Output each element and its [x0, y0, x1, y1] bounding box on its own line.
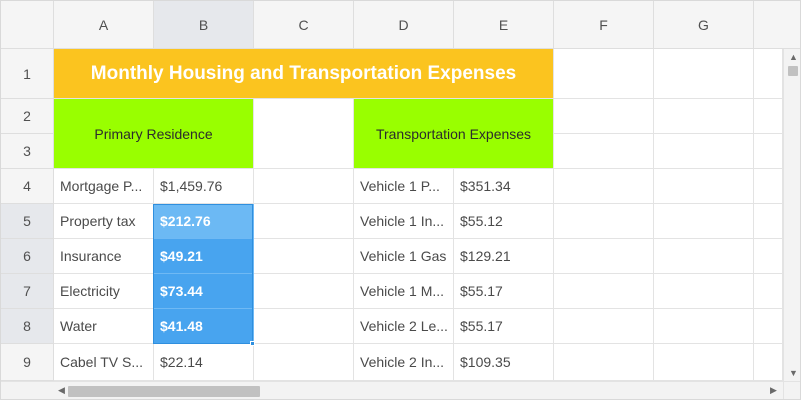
cell-g4[interactable] [654, 169, 754, 204]
transport-value-cell[interactable]: $55.12 [454, 204, 554, 239]
transport-label-cell[interactable]: Vehicle 1 P... [354, 169, 454, 204]
cell-f7[interactable] [554, 274, 654, 309]
cell-c7[interactable] [254, 274, 354, 309]
housing-label-cell[interactable]: Mortgage P... [54, 169, 154, 204]
transport-label-cell[interactable]: Vehicle 1 Gas [354, 239, 454, 274]
cell-c9[interactable] [254, 344, 354, 381]
cell-c4[interactable] [254, 169, 354, 204]
transport-label-cell[interactable]: Vehicle 1 In... [354, 204, 454, 239]
row-header-3[interactable]: 3 [1, 134, 54, 169]
column-header-e[interactable]: E [454, 1, 554, 49]
row-header-5[interactable]: 5 [1, 204, 54, 239]
transport-value-cell[interactable]: $109.35 [454, 344, 554, 381]
column-header-overflow [754, 1, 800, 49]
transport-label-cell[interactable]: Vehicle 2 In... [354, 344, 454, 381]
transport-value-cell[interactable]: $55.17 [454, 309, 554, 344]
cell-f3[interactable] [554, 134, 654, 169]
transport-value-cell[interactable]: $129.21 [454, 239, 554, 274]
title-cell[interactable]: Monthly Housing and Transportation Expen… [54, 49, 554, 99]
cell-g6[interactable] [654, 239, 754, 274]
housing-value-cell[interactable]: $1,459.76 [154, 169, 254, 204]
housing-value-cell-selected[interactable]: $49.21 [154, 239, 254, 274]
row-header-7[interactable]: 7 [1, 274, 54, 309]
housing-label-cell[interactable]: Insurance [54, 239, 154, 274]
fill-handle[interactable] [250, 341, 255, 346]
cell-h5[interactable] [754, 204, 783, 239]
cell-g7[interactable] [654, 274, 754, 309]
scrollbar-corner [783, 381, 800, 399]
cell-h3[interactable] [754, 134, 783, 169]
transportation-expenses-header[interactable]: Transportation Expenses [354, 99, 554, 169]
cell-g3[interactable] [654, 134, 754, 169]
down-arrow-icon[interactable]: ▼ [789, 368, 798, 378]
cell-h1[interactable] [754, 49, 783, 99]
housing-label-cell[interactable]: Electricity [54, 274, 154, 309]
vertical-scroll-thumb[interactable] [788, 66, 798, 76]
housing-value-cell-active[interactable]: $212.76 [154, 204, 254, 239]
cell-g1[interactable] [654, 49, 754, 99]
row-header-6[interactable]: 6 [1, 239, 54, 274]
row-header-2[interactable]: 2 [1, 99, 54, 134]
housing-label-cell[interactable]: Water [54, 309, 154, 344]
row-header-4[interactable]: 4 [1, 169, 54, 204]
cell-h8[interactable] [754, 309, 783, 344]
column-header-a[interactable]: A [54, 1, 154, 49]
housing-value-cell-selected[interactable]: $73.44 [154, 274, 254, 309]
transport-value-cell[interactable]: $55.17 [454, 274, 554, 309]
cell-f9[interactable] [554, 344, 654, 381]
row-header-9[interactable]: 9 [1, 344, 54, 381]
cell-g5[interactable] [654, 204, 754, 239]
cell-h7[interactable] [754, 274, 783, 309]
primary-residence-header[interactable]: Primary Residence [54, 99, 254, 169]
right-arrow-icon[interactable]: ▶ [770, 385, 777, 395]
housing-label-cell[interactable]: Property tax [54, 204, 154, 239]
vertical-scrollbar[interactable]: ▲ ▼ [783, 49, 800, 381]
cell-g2[interactable] [654, 99, 754, 134]
cell-c6[interactable] [254, 239, 354, 274]
horizontal-scroll-thumb[interactable] [68, 386, 260, 397]
cell-h2[interactable] [754, 99, 783, 134]
cell-g9[interactable] [654, 344, 754, 381]
column-header-g[interactable]: G [654, 1, 754, 49]
column-header-f[interactable]: F [554, 1, 654, 49]
housing-value-cell[interactable]: $22.14 [154, 344, 254, 381]
cell-f2[interactable] [554, 99, 654, 134]
transport-value-cell[interactable]: $351.34 [454, 169, 554, 204]
cell-f8[interactable] [554, 309, 654, 344]
cell-h4[interactable] [754, 169, 783, 204]
cell-f6[interactable] [554, 239, 654, 274]
column-header-b[interactable]: B [154, 1, 254, 49]
cell-f4[interactable] [554, 169, 654, 204]
cell-f5[interactable] [554, 204, 654, 239]
select-all-corner[interactable] [1, 1, 54, 49]
row-header-1[interactable]: 1 [1, 49, 54, 99]
row-header-8[interactable]: 8 [1, 309, 54, 344]
cell-c8[interactable] [254, 309, 354, 344]
transport-label-cell[interactable]: Vehicle 1 M... [354, 274, 454, 309]
up-arrow-icon[interactable]: ▲ [789, 52, 798, 62]
cell-g8[interactable] [654, 309, 754, 344]
cell-f1[interactable] [554, 49, 654, 99]
cell-c5[interactable] [254, 204, 354, 239]
column-header-c[interactable]: C [254, 1, 354, 49]
column-header-d[interactable]: D [354, 1, 454, 49]
left-arrow-icon[interactable]: ◀ [58, 385, 65, 395]
transport-label-cell[interactable]: Vehicle 2 Le... [354, 309, 454, 344]
horizontal-scroll-spacer [1, 381, 54, 399]
horizontal-scrollbar[interactable]: ◀ ▶ [54, 381, 783, 399]
cell-c2[interactable] [254, 99, 354, 169]
housing-label-cell[interactable]: Cabel TV S... [54, 344, 154, 381]
cell-h9[interactable] [754, 344, 783, 381]
housing-value-cell-selected[interactable]: $41.48 [154, 309, 254, 344]
cell-h6[interactable] [754, 239, 783, 274]
